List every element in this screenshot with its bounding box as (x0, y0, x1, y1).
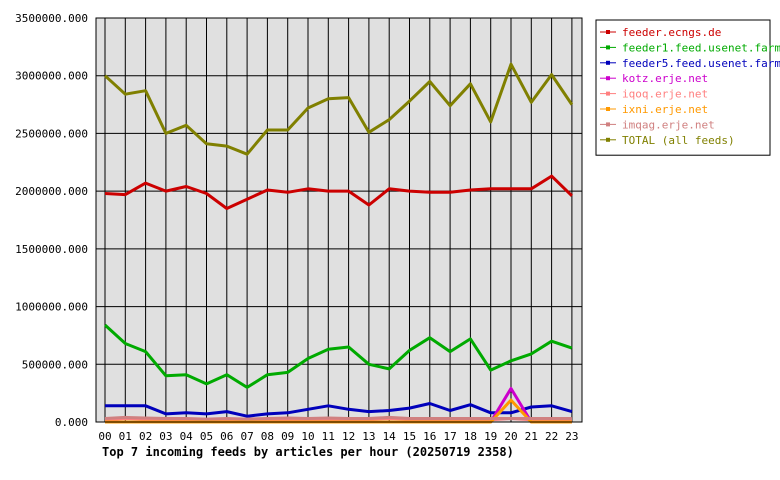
legend-marker (606, 76, 610, 81)
x-tick-label: 21 (525, 430, 538, 443)
legend-marker (606, 137, 610, 142)
legend-marker (606, 45, 610, 50)
x-tick-label: 03 (159, 430, 172, 443)
x-tick-label: 23 (565, 430, 578, 443)
series-lines (103, 62, 574, 424)
x-tick-label: 00 (98, 430, 111, 443)
legend-marker (606, 60, 610, 65)
y-tick-label: 500000.000 (22, 358, 88, 371)
x-tick-label: 11 (322, 430, 335, 443)
x-tick-label: 06 (220, 430, 233, 443)
legend-label: imqag.erje.net (622, 118, 715, 131)
y-tick-label: 3500000.000 (15, 12, 88, 25)
x-axis-tick-labels: 00 01 02 03 04 05 06 07 08 09 10 11 12 13 14 15 16 17 18 19… (98, 430, 578, 443)
legend-label: feeder5.feed.usenet.farm (622, 57, 780, 70)
series-line (103, 62, 574, 156)
y-tick-label: 3000000.000 (15, 70, 88, 83)
x-tick-label: 07 (240, 430, 253, 443)
x-tick-label: 02 (139, 430, 152, 443)
plot-area (96, 18, 582, 422)
x-tick-label: 14 (383, 430, 397, 443)
legend: feeder.ecngs.de feeder1.feed.usenet.farm f… (595, 19, 780, 156)
legend-label: feeder.ecngs.de (622, 26, 721, 39)
x-tick-label: 01 (119, 430, 132, 443)
x-tick-label: 19 (484, 430, 497, 443)
x-tick-label: 04 (180, 430, 194, 443)
legend-label: kotz.erje.net (622, 72, 708, 85)
series-line (103, 323, 573, 389)
y-tick-label: 2000000.000 (15, 185, 88, 198)
y-tick-label: 1000000.000 (15, 301, 88, 314)
x-tick-label: 17 (443, 430, 456, 443)
y-tick-label: 0.000 (55, 416, 88, 429)
legend-label: TOTAL (all feeds) (622, 134, 735, 147)
x-tick-label: 10 (301, 430, 314, 443)
x-tick-label: 05 (200, 430, 213, 443)
legend-label: iqoq.erje.net (622, 88, 708, 101)
y-tick-label: 1500000.000 (15, 243, 88, 256)
legend-marker (606, 107, 610, 111)
series-line (105, 402, 573, 418)
series-line (104, 174, 573, 210)
grid-lines (96, 17, 582, 423)
x-tick-label: 08 (261, 430, 274, 443)
chart-title: Top 7 incoming feeds by articles per hou… (102, 445, 514, 459)
x-tick-label: 18 (464, 430, 477, 443)
x-tick-label: 12 (342, 430, 355, 443)
plot-border (95, 17, 583, 423)
legend-label: feeder1.feed.usenet.farm (622, 41, 780, 54)
x-tick-label: 13 (362, 430, 375, 443)
x-tick-label: 20 (504, 430, 517, 443)
legend-marker (606, 30, 610, 34)
y-axis-tick-labels: 0.000 500000.000 1000000.000 1500000.000 200… (15, 12, 88, 429)
x-tick-label: 16 (423, 430, 436, 443)
series-line (104, 415, 572, 421)
legend-marker (606, 91, 610, 96)
legend-box (595, 19, 771, 156)
x-tick-label: 09 (281, 430, 294, 443)
y-tick-label: 2500000.000 (15, 127, 88, 140)
legend-label: ixni.erje.net (622, 103, 708, 116)
x-tick-label: 15 (403, 430, 416, 443)
x-tick-label: 22 (545, 430, 558, 443)
legend-marker (606, 122, 610, 127)
